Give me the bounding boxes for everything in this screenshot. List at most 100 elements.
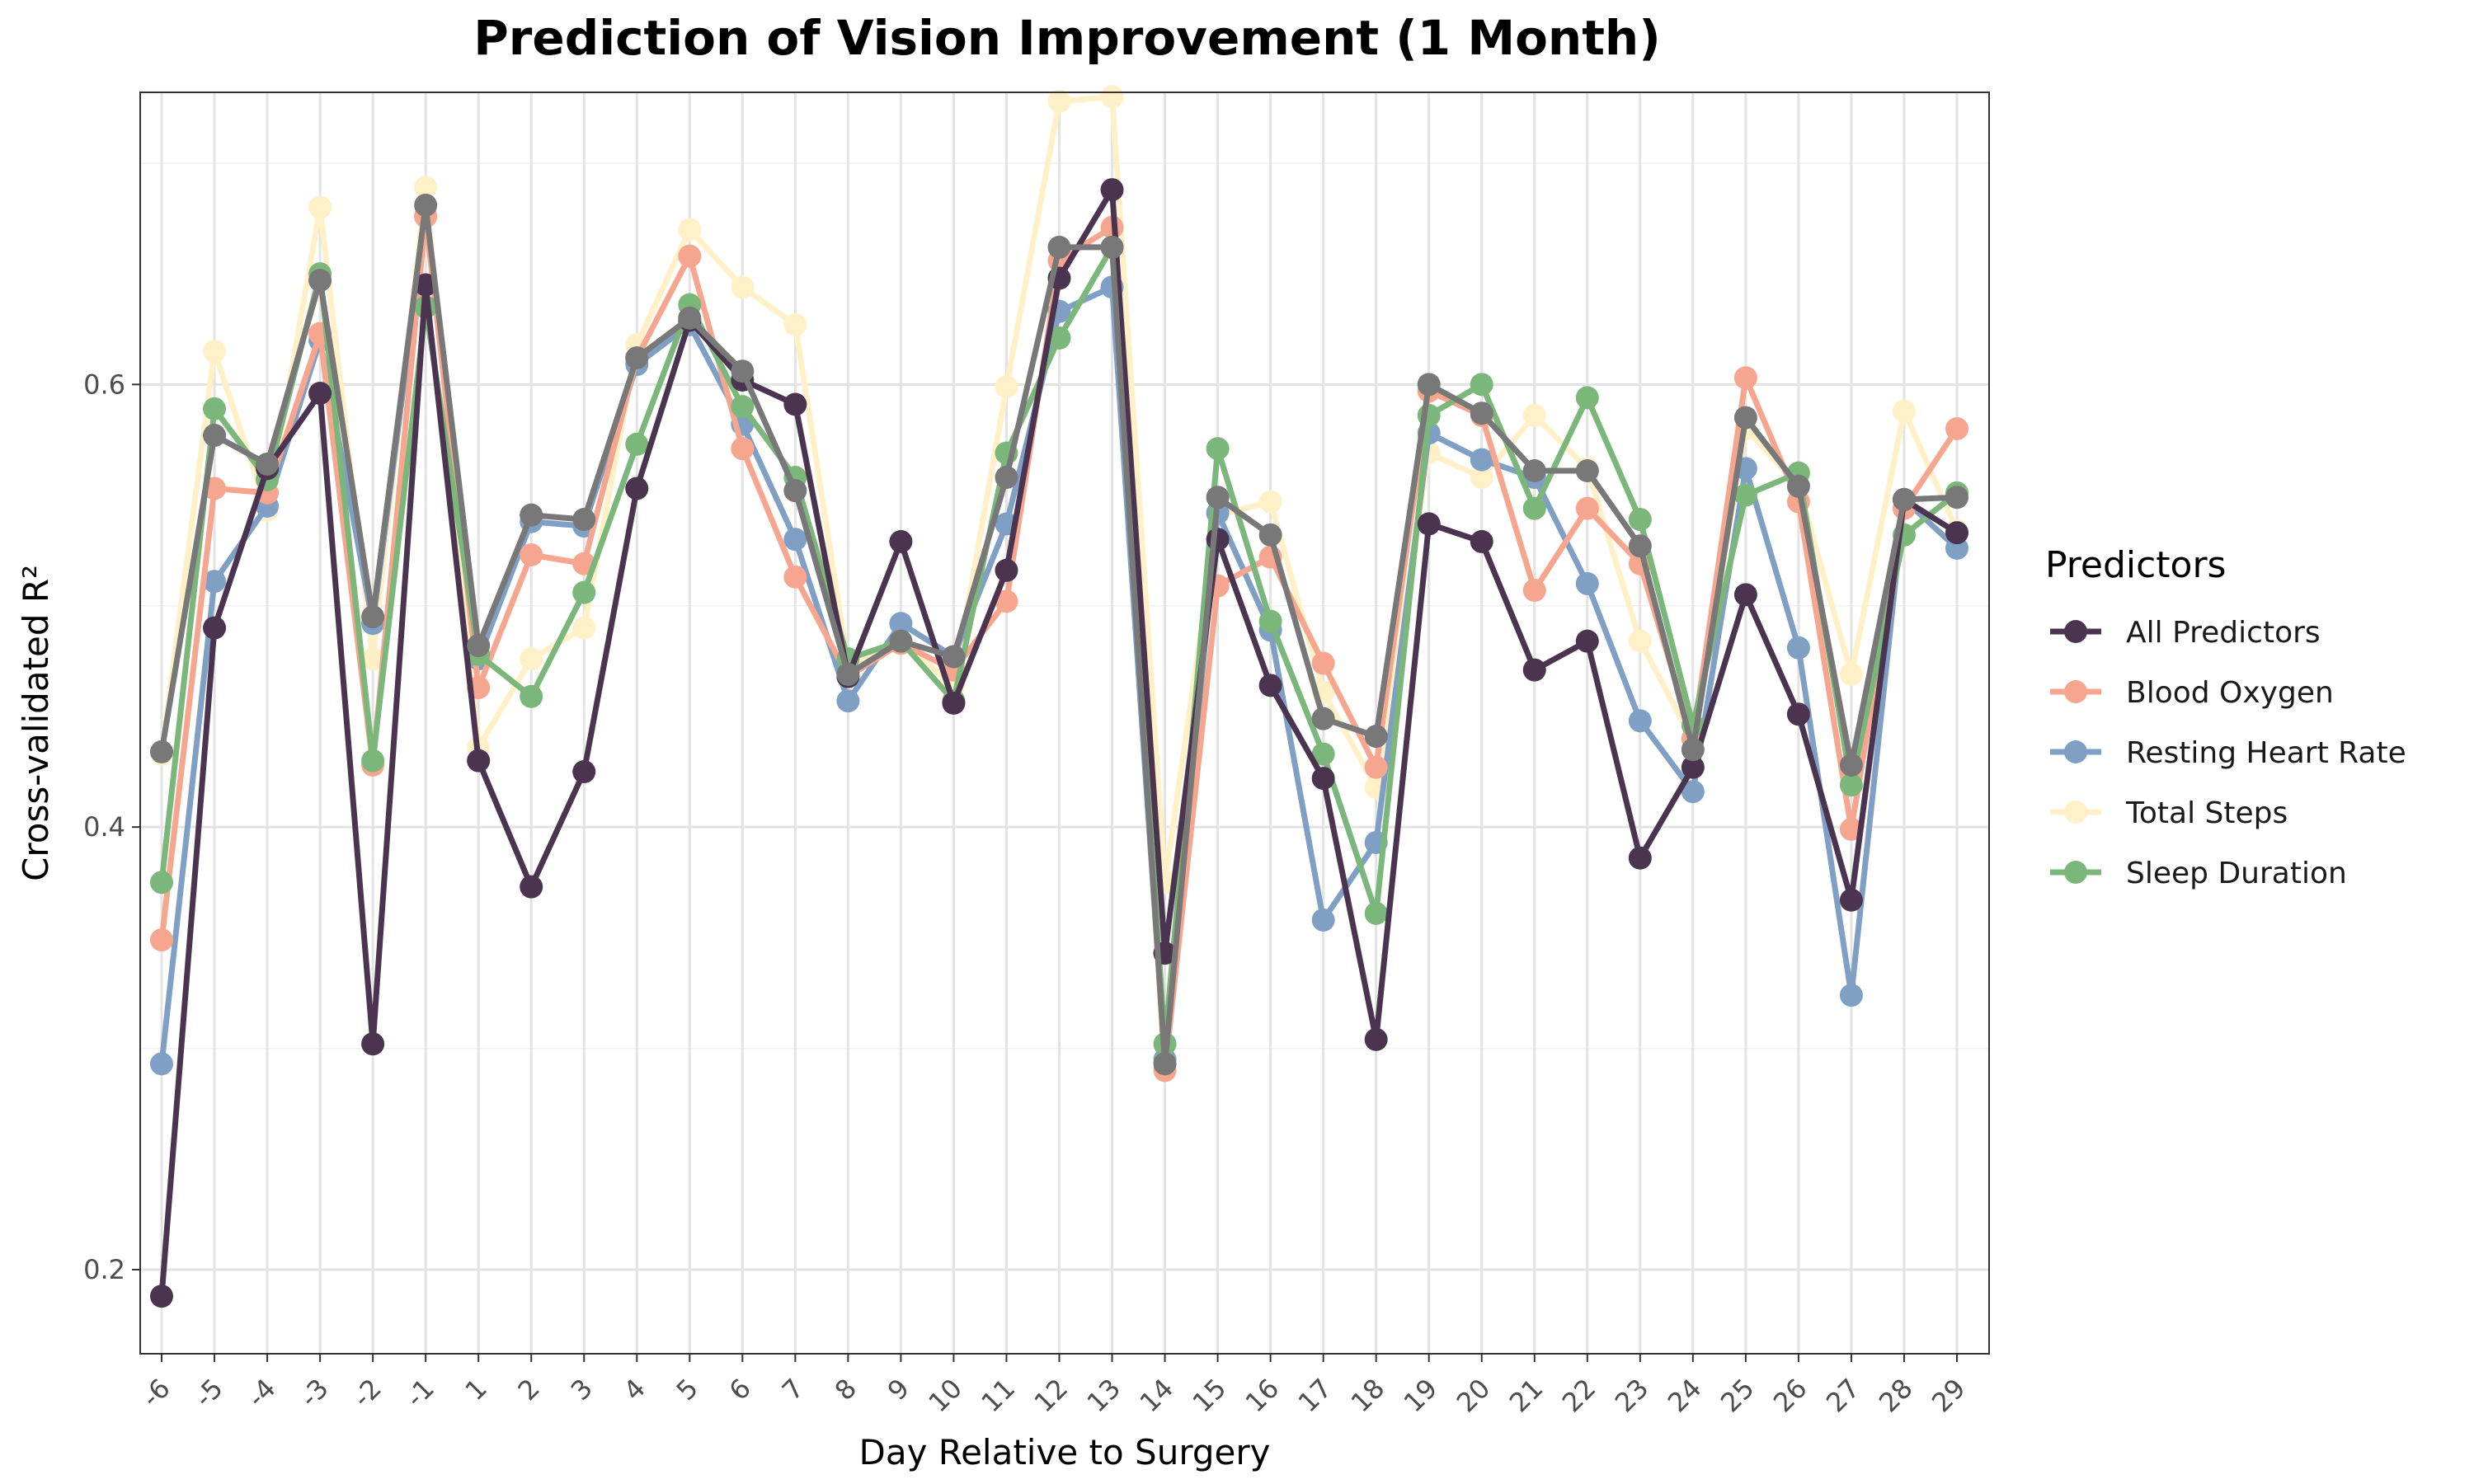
- data-point: [203, 397, 227, 420]
- x-tick-label: 4: [618, 1373, 651, 1407]
- data-point: [1311, 651, 1335, 675]
- data-point: [308, 195, 332, 219]
- x-tick-label: 16: [1239, 1373, 1286, 1419]
- x-tick-label: 28: [1873, 1373, 1919, 1419]
- x-tick-label: 10: [922, 1373, 968, 1419]
- data-point: [1206, 437, 1230, 461]
- data-point: [625, 346, 649, 370]
- legend-item: Sleep Duration: [2050, 857, 2347, 890]
- data-point: [678, 218, 702, 242]
- x-tick-label: 22: [1556, 1373, 1602, 1419]
- y-axis: 0.2 0.4 0.6: [83, 369, 140, 1285]
- x-tick-label: 7: [776, 1373, 810, 1407]
- data-point: [1047, 89, 1071, 113]
- data-point: [731, 395, 755, 419]
- legend-item: Blood Oxygen: [2050, 676, 2334, 710]
- data-point: [1206, 486, 1230, 510]
- data-point: [783, 312, 807, 336]
- data-point: [1945, 521, 1968, 545]
- data-point: [1733, 366, 1757, 390]
- data-point: [520, 875, 543, 899]
- data-point: [1681, 780, 1705, 804]
- data-point: [1628, 846, 1652, 870]
- data-point: [995, 375, 1018, 398]
- x-tick-label: 20: [1451, 1373, 1497, 1419]
- x-tick-label: 2: [512, 1373, 546, 1407]
- series-unlabeled: [150, 193, 1968, 1076]
- x-tick-label: 21: [1503, 1373, 1550, 1419]
- x-tick-label: 27: [1820, 1373, 1866, 1419]
- data-point: [1417, 512, 1441, 536]
- x-axis: -6 -5 -4 -3 -2 -1 1 2 3 4 5 6 7 8 9 10 11 12 13 14 15 16 17 18 1…: [135, 1354, 1972, 1419]
- legend-label: All Predictors: [2126, 616, 2321, 650]
- data-point: [995, 589, 1018, 613]
- data-point: [150, 1052, 173, 1076]
- data-point: [203, 424, 227, 448]
- plot-border: [139, 92, 1990, 1355]
- data-point: [1364, 725, 1388, 749]
- legend-key-point: [2064, 680, 2087, 703]
- y-tick-label: 0.4: [83, 811, 125, 843]
- data-point: [731, 437, 755, 461]
- data-point: [308, 269, 332, 293]
- legend-key-point: [2064, 620, 2087, 643]
- x-tick-label: 1: [459, 1373, 493, 1407]
- data-point: [1258, 674, 1282, 697]
- y-tick-label: 0.6: [83, 369, 125, 400]
- x-tick-label: 15: [1187, 1373, 1233, 1419]
- data-point: [1839, 888, 1863, 912]
- data-point: [1733, 583, 1757, 607]
- data-point: [520, 543, 543, 566]
- data-point: [1839, 754, 1863, 777]
- legend-key-point: [2064, 801, 2087, 824]
- chart-title: Prediction of Vision Improvement (1 Mont…: [473, 10, 1660, 66]
- data-point: [467, 634, 491, 658]
- data-point: [1681, 738, 1705, 762]
- data-point: [150, 1284, 173, 1308]
- x-tick-label: 14: [1134, 1373, 1180, 1419]
- x-tick-label: 11: [975, 1373, 1021, 1419]
- data-point: [1628, 629, 1652, 653]
- legend-label: Total Steps: [2125, 796, 2288, 830]
- data-point: [1470, 448, 1493, 472]
- data-point: [783, 479, 807, 503]
- x-tick-label: -1: [399, 1373, 440, 1413]
- data-point: [1522, 578, 1546, 602]
- x-tick-label: -3: [294, 1373, 334, 1413]
- data-point: [1522, 658, 1546, 682]
- data-point: [995, 558, 1018, 582]
- data-point: [836, 662, 860, 686]
- data-point: [942, 691, 966, 715]
- data-point: [256, 452, 280, 476]
- data-point: [1364, 1027, 1388, 1051]
- data-point: [150, 740, 173, 763]
- data-point: [1364, 901, 1388, 925]
- data-point: [1839, 773, 1863, 797]
- data-point: [572, 760, 596, 784]
- data-point: [572, 580, 596, 604]
- data-point: [1311, 742, 1335, 766]
- data-point: [678, 244, 702, 268]
- data-point: [1628, 534, 1652, 558]
- data-point: [361, 749, 385, 773]
- data-point: [414, 273, 438, 297]
- x-tick-label: -2: [346, 1373, 387, 1413]
- data-point: [1100, 178, 1124, 202]
- x-tick-label: 12: [1028, 1373, 1074, 1419]
- data-point: [889, 612, 913, 636]
- data-point: [625, 477, 649, 500]
- data-point: [414, 193, 438, 217]
- data-point: [1839, 662, 1863, 686]
- data-point: [731, 275, 755, 299]
- data-point: [572, 508, 596, 532]
- data-point: [678, 306, 702, 330]
- data-point: [1522, 459, 1546, 482]
- data-point: [1786, 702, 1810, 726]
- x-tick-label: 18: [1345, 1373, 1391, 1419]
- x-tick-label: -4: [241, 1373, 281, 1413]
- y-axis-title: Cross-validated R²: [16, 565, 56, 881]
- x-tick-label: 29: [1926, 1373, 1972, 1419]
- data-point: [520, 684, 543, 708]
- data-point: [520, 647, 543, 671]
